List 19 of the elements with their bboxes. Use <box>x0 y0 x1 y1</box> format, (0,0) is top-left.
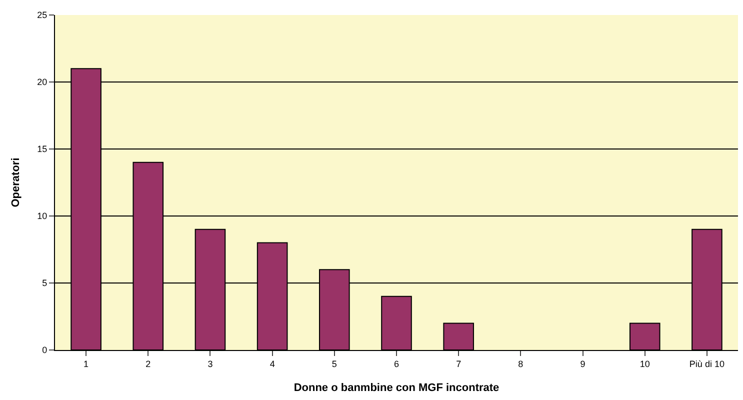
y-axis-title: Operatori <box>10 158 22 208</box>
x-tick-label: Più di 10 <box>689 358 724 369</box>
y-tick-label: 5 <box>42 278 48 288</box>
y-tick-label: 10 <box>37 211 48 222</box>
y-tick-label: 0 <box>42 345 48 356</box>
y-tick-label: 15 <box>37 144 48 154</box>
x-axis-title: Donne o banmbine con MGF incontrate <box>294 382 500 394</box>
x-tick-label: 8 <box>518 358 524 369</box>
x-tick-label: 5 <box>332 358 337 369</box>
x-tick-label: 4 <box>270 358 275 369</box>
x-tick-label: 10 <box>640 358 650 369</box>
x-tick-label: 3 <box>208 358 213 369</box>
y-tick-label: 20 <box>37 77 48 88</box>
x-tick-label: 9 <box>580 358 586 369</box>
x-tick-label: 6 <box>394 358 400 369</box>
x-tick-label: 2 <box>146 358 151 369</box>
x-tick-label: 1 <box>84 358 89 369</box>
y-tick-label: 25 <box>37 10 48 20</box>
x-tick-label: 7 <box>456 358 462 369</box>
